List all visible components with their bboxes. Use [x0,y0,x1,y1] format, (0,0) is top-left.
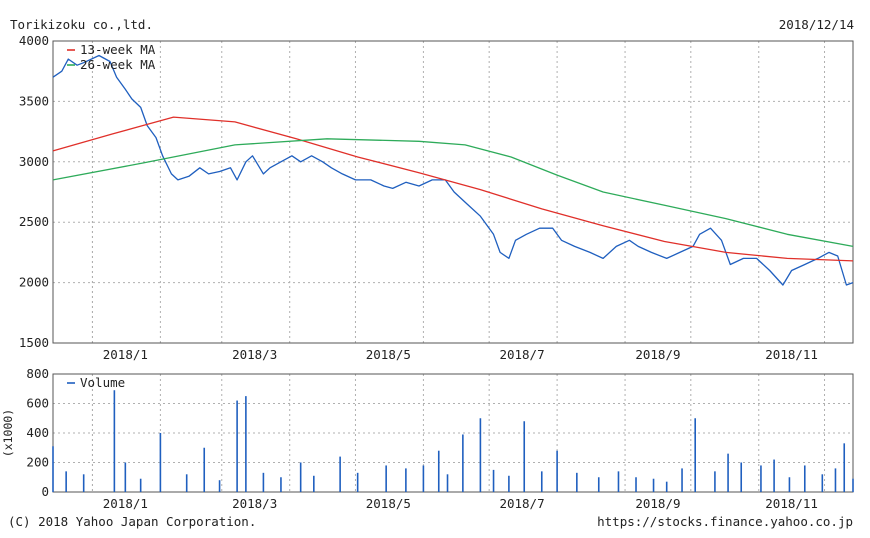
chart-date: 2018/12/14 [778,17,854,32]
y-tick-label: 400 [26,425,49,440]
x-tick-label: 2018/3 [232,496,277,511]
y-tick-label: 200 [26,455,49,470]
y-tick-label: 0 [41,484,49,499]
y-tick-label: 3500 [19,93,49,108]
y-axis-label: (x1000) [1,409,15,457]
plot-frame [52,373,854,493]
y-tick-label: 600 [26,396,49,411]
volume-panel: 0 200 400 600 800 2018/1 2018/3 2018/5 2018/7 201… [1,366,854,511]
x-tick-label: 2018/9 [635,496,680,511]
x-tick-label: 2018/7 [499,496,544,511]
y-tick-label: 2000 [19,275,49,290]
ma13-line [52,116,854,262]
y-tick-label: 3000 [19,154,49,169]
x-tick-label: 2018/5 [366,496,411,511]
x-tick-label: 2018/9 [635,347,680,362]
y-tick-label: 4000 [19,33,49,48]
x-tick-label: 2018/11 [765,496,818,511]
company-name: Torikizoku co.,ltd. [10,17,153,32]
price-line [52,54,854,286]
x-tick-label: 2018/3 [232,347,277,362]
y-tick-label: 1500 [19,335,49,350]
y-tick-label: 2500 [19,214,49,229]
x-tick-label: 2018/1 [103,347,148,362]
x-tick-label: 2018/5 [366,347,411,362]
legend-label: Volume [80,375,125,390]
x-tick-label: 2018/1 [103,496,148,511]
y-tick-label: 800 [26,366,49,381]
price-panel: 1500 2000 2500 3000 3500 4000 2018/1 2018/3 2018… [19,33,854,362]
ma26-line [52,138,854,248]
plot-frame [52,40,854,344]
legend-label: 26-week MA [80,57,156,72]
copyright-text: (C) 2018 Yahoo Japan Corporation. [8,514,257,529]
source-url[interactable]: https://stocks.finance.yahoo.co.jp [597,514,853,529]
x-tick-label: 2018/7 [499,347,544,362]
x-tick-label: 2018/11 [765,347,818,362]
legend-label: 13-week MA [80,42,156,57]
